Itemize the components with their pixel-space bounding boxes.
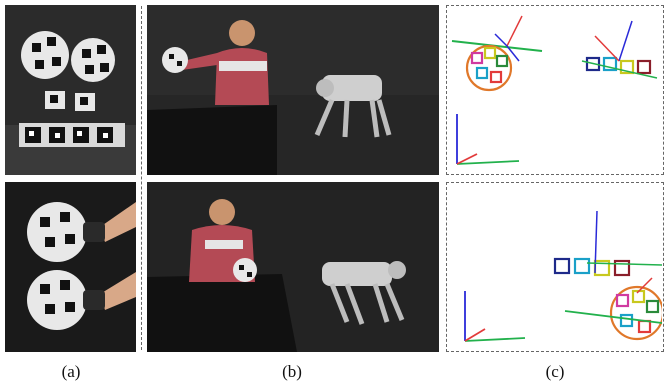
separator-a-b [141,6,142,350]
person-and-robot-top-illustration [147,5,439,175]
marker-objects-illustration [5,5,136,175]
caption-a: (a) [61,362,81,381]
pose-visualization-top [451,15,658,165]
panel-a-bottom-photo [5,182,136,352]
panel-a-top-photo [5,5,136,175]
person-and-robot-bottom-illustration [147,182,439,352]
panel-b-top-photo [147,5,439,175]
hands-holding-markers-illustration [5,182,136,352]
panel-b-bottom-photo [147,182,439,352]
panel-c-bottom-visualization [446,182,664,352]
panel-c-top-visualization [446,5,664,175]
caption-c: (c) [545,362,565,381]
caption-b: (b) [282,362,302,381]
pose-visualization-bottom [464,210,662,342]
